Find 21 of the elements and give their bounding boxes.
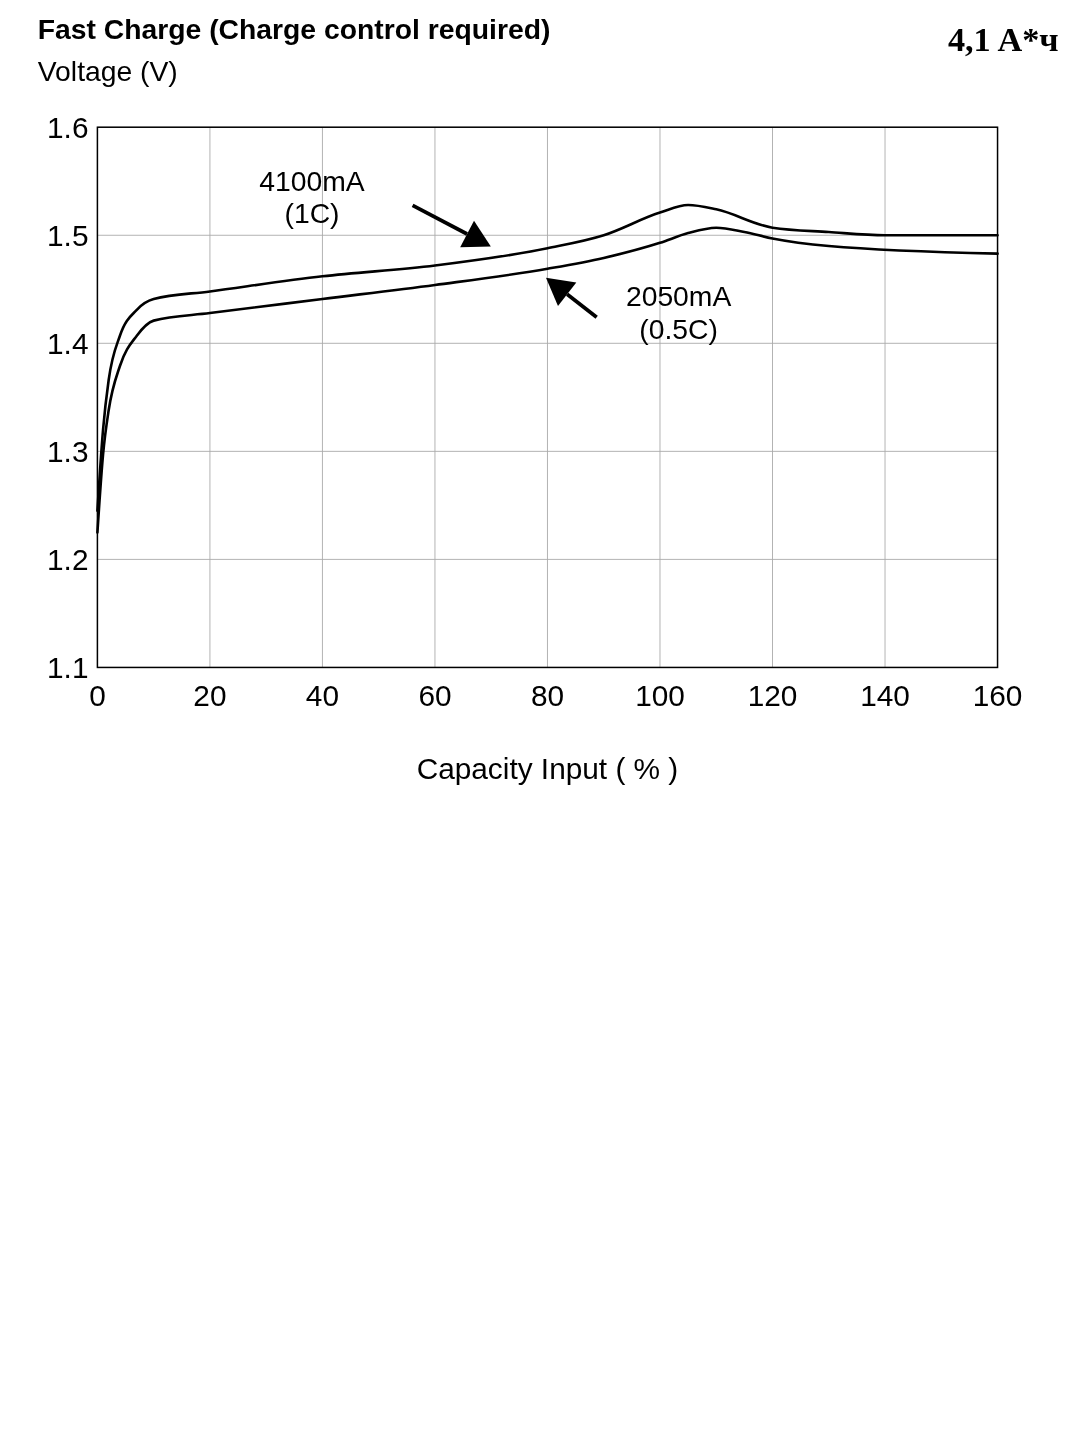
x-tick-label: 160 (972, 679, 1023, 713)
x-tick-label: 100 (635, 679, 685, 713)
x-tick-label: 120 (747, 679, 798, 713)
y-tick-label: 1.5 (47, 218, 89, 252)
y-axis-title: Voltage (V) (37, 55, 178, 88)
y-tick-label: 1.3 (47, 434, 89, 468)
y-tick-label: 1.2 (47, 542, 89, 576)
x-tick-label: 60 (418, 679, 452, 713)
x-tick-label: 140 (860, 679, 910, 713)
y-tick-label: 1.4 (47, 326, 89, 360)
y-tick-label: 1.1 (47, 650, 89, 684)
x-tick-label: 40 (305, 679, 340, 713)
x-axis-title: Capacity Input ( % ) (416, 752, 679, 786)
x-tick-label: 20 (193, 679, 227, 713)
chart-subtitle: 4,1 A*ч (947, 20, 1059, 59)
x-tick-label: 0 (89, 679, 106, 713)
chart-title: Fast Charge (Charge control required) (37, 13, 551, 46)
series-label: 4100mA (1C) (259, 164, 365, 230)
legend-label: 2050mA (0.5C) (625, 280, 732, 345)
y-tick-label: 1.6 (47, 110, 89, 144)
x-tick-label: 80 (530, 679, 565, 713)
